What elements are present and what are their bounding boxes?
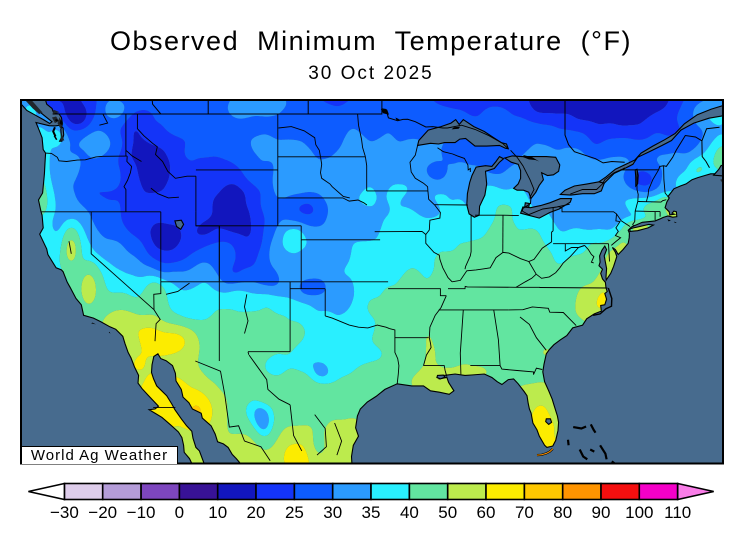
svg-text:−10: −10 — [127, 503, 156, 522]
svg-text:80: 80 — [553, 503, 572, 522]
svg-text:35: 35 — [362, 503, 381, 522]
svg-text:100: 100 — [625, 503, 653, 522]
svg-text:−20: −20 — [88, 503, 117, 522]
svg-text:30: 30 — [323, 503, 342, 522]
svg-text:110: 110 — [664, 503, 691, 522]
svg-text:−30: −30 — [50, 503, 79, 522]
svg-text:20: 20 — [247, 503, 266, 522]
svg-text:70: 70 — [515, 503, 534, 522]
svg-text:90: 90 — [592, 503, 611, 522]
svg-text:60: 60 — [477, 503, 496, 522]
svg-text:0: 0 — [175, 503, 184, 522]
svg-text:10: 10 — [208, 503, 227, 522]
svg-text:40: 40 — [400, 503, 419, 522]
svg-text:25: 25 — [285, 503, 304, 522]
svg-text:50: 50 — [438, 503, 457, 522]
